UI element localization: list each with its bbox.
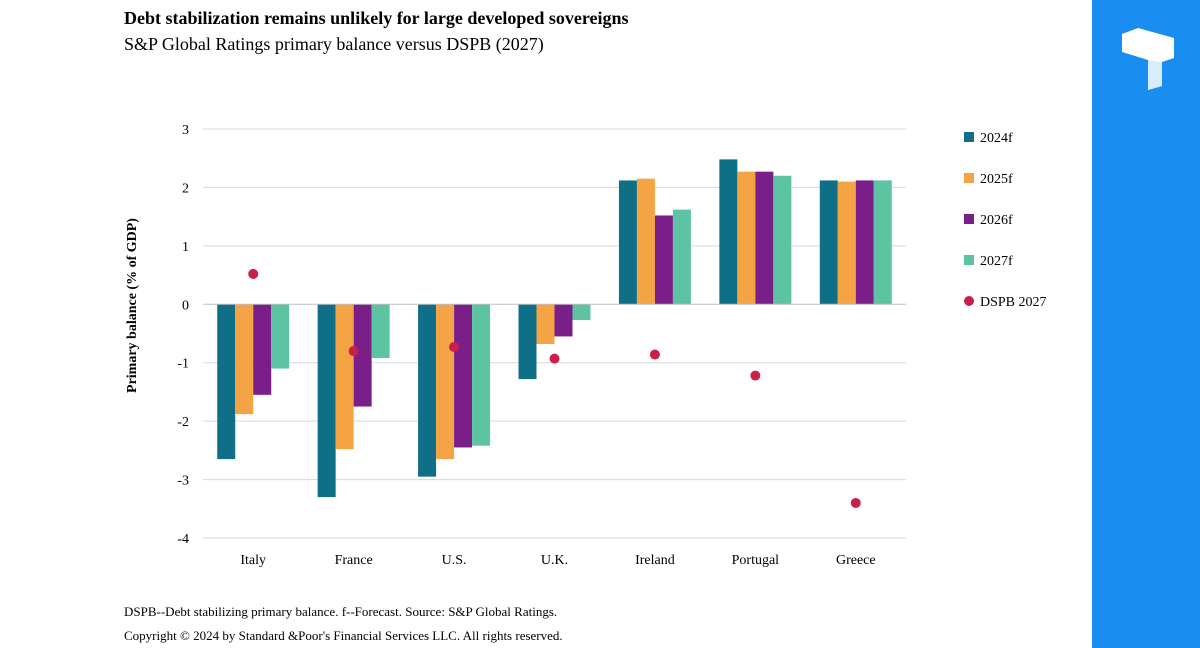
bar-2024f-greece <box>819 180 838 305</box>
y-tick-label: -1 <box>177 357 189 372</box>
x-tick-label: Portugal <box>732 553 780 568</box>
bar-2025f-ireland <box>636 178 655 305</box>
bar-2026f-ireland <box>654 215 673 305</box>
dspb-marker-uk <box>549 353 560 364</box>
x-tick-label: Greece <box>836 553 876 568</box>
bar-chart: 3 2 1 0 -1 -2 -3 -4 Primary balance (% of GDP) It… <box>125 123 1047 568</box>
bar-2026f-us <box>454 304 473 448</box>
bar-2024f-ireland <box>618 180 637 305</box>
dspb-marker-portugal <box>750 370 761 381</box>
bar-2024f-portugal <box>719 159 738 305</box>
bar-2025f-greece <box>837 181 856 305</box>
chart-subtitle: S&P Global Ratings primary balance versu… <box>124 34 544 54</box>
y-tick-label: -3 <box>177 474 189 489</box>
legend-label-2027f: 2027f <box>980 254 1013 269</box>
bar-2027f-us <box>472 304 491 446</box>
bar-2026f-greece <box>855 180 874 305</box>
legend-marker-dspb <box>964 296 974 306</box>
x-tick-label: Ireland <box>635 553 675 568</box>
bar-2026f-portugal <box>755 171 774 305</box>
bar-2027f-portugal <box>773 175 792 305</box>
bar-2026f-uk <box>554 304 573 337</box>
bar-2024f-us <box>418 304 437 477</box>
legend-label-2024f: 2024f <box>980 131 1013 146</box>
bar-2027f-greece <box>873 180 892 305</box>
dspb-marker-ireland <box>649 349 660 360</box>
bar-2024f-italy <box>217 304 236 460</box>
legend-swatch-2026f <box>964 214 974 224</box>
y-tick-label: -2 <box>177 415 189 430</box>
x-tick-label: France <box>335 553 373 568</box>
copyright-notice: Copyright © 2024 by Standard &Poor's Fin… <box>124 628 563 643</box>
y-tick-label: -4 <box>177 532 189 547</box>
bar-2025f-us <box>436 304 455 460</box>
y-tick-label: 3 <box>182 123 189 138</box>
dspb-marker-greece <box>850 497 861 508</box>
brand-side-panel <box>1092 0 1200 648</box>
y-tick-label: 1 <box>182 240 189 255</box>
source-footnote: DSPB--Debt stabilizing primary balance. … <box>124 604 558 619</box>
x-tick-label: U.K. <box>541 553 568 568</box>
legend-swatch-2025f <box>964 173 974 183</box>
y-tick-label: 2 <box>182 181 189 196</box>
bar-2027f-france <box>371 304 390 359</box>
legend-swatch-2024f <box>964 132 974 142</box>
y-tick-label: 0 <box>182 298 189 313</box>
bar-2024f-uk <box>518 304 537 380</box>
bar-2025f-italy <box>235 304 254 415</box>
bar-2024f-france <box>317 304 336 498</box>
legend-label-2026f: 2026f <box>980 213 1013 228</box>
legend-label-2025f: 2025f <box>980 172 1013 187</box>
bar-2026f-italy <box>253 304 272 395</box>
bar-2027f-uk <box>572 304 591 321</box>
chart-title: Debt stabilization remains unlikely for … <box>124 8 629 28</box>
bar-2025f-portugal <box>737 171 756 305</box>
legend-swatch-2027f <box>964 255 974 265</box>
bar-2027f-ireland <box>672 209 691 305</box>
bar-2026f-france <box>353 304 372 407</box>
dspb-marker-france <box>348 346 359 357</box>
brand-logo-icon <box>1122 28 1174 90</box>
bar-2025f-france <box>335 304 354 450</box>
y-axis-title: Primary balance (% of GDP) <box>125 218 140 393</box>
x-tick-label: U.S. <box>442 553 467 568</box>
bar-2027f-italy <box>271 304 290 369</box>
bar-2025f-uk <box>536 304 555 345</box>
dspb-marker-italy <box>248 268 259 279</box>
legend-label-dspb: DSPB 2027 <box>980 295 1047 310</box>
dspb-marker-us <box>449 341 460 352</box>
x-tick-label: Italy <box>240 553 266 568</box>
